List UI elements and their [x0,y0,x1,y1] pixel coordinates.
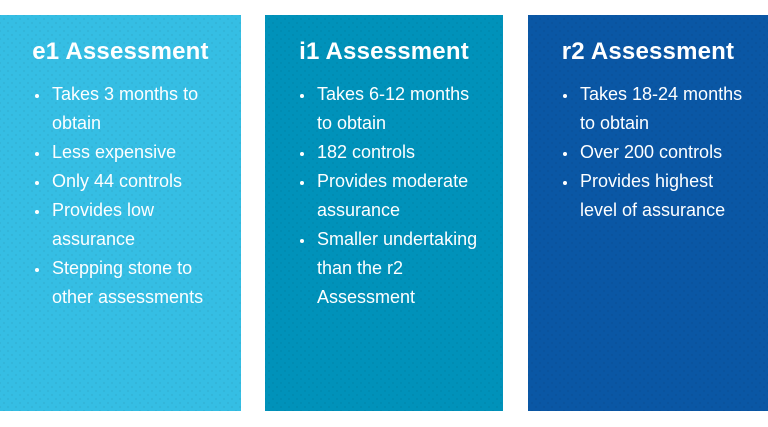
bullet-item: Over 200 controls [578,138,750,167]
card-i1-bullet-list: Takes 6-12 months to obtain182 controlsP… [265,80,503,312]
bullet-item: Takes 6-12 months to obtain [315,80,485,138]
bullet-item: Provides moderate assurance [315,167,485,225]
bullet-item: Smaller undertaking than the r2 Assessme… [315,225,485,312]
card-r2-bullet-list: Takes 18-24 months to obtainOver 200 con… [528,80,768,225]
bullet-item: Only 44 controls [50,167,223,196]
card-r2-title: r2 Assessment [561,38,735,65]
bullet-item: Takes 3 months to obtain [50,80,223,138]
card-i1-title: i1 Assessment [299,38,469,65]
card-e1-bullet-list: Takes 3 months to obtainLess expensiveOn… [0,80,241,312]
bullet-item: Provides highest level of assurance [578,167,750,225]
bullet-item: Provides low assurance [50,196,223,254]
bullet-item: Stepping stone to other assessments [50,254,223,312]
card-e1-title: e1 Assessment [32,38,209,65]
card-e1-assessment: e1 Assessment Takes 3 months to obtainLe… [0,15,241,411]
bullet-item: 182 controls [315,138,485,167]
bullet-item: Less expensive [50,138,223,167]
card-i1-assessment: i1 Assessment Takes 6-12 months to obtai… [265,15,503,411]
bullet-item: Takes 18-24 months to obtain [578,80,750,138]
card-r2-assessment: r2 Assessment Takes 18-24 months to obta… [528,15,768,411]
